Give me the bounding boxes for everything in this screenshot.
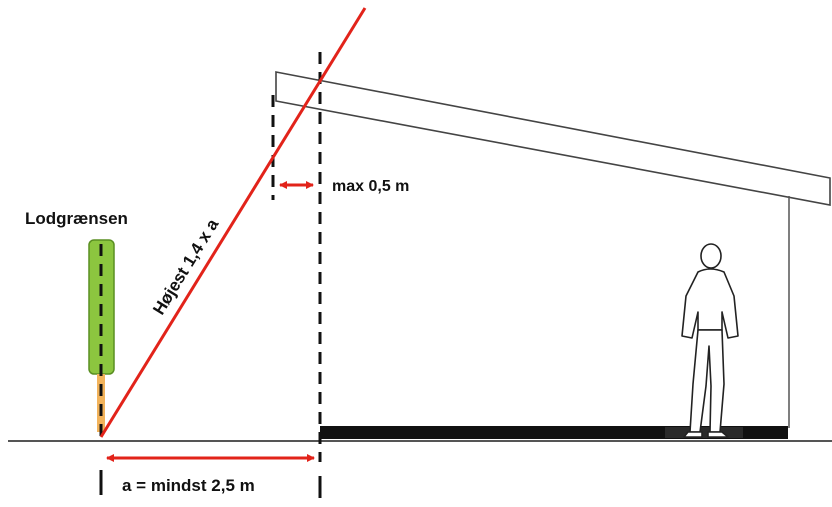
slope-line [99,7,367,438]
overhang-label: max 0,5 m [332,178,409,195]
boundary-label: Lodgrænsen [25,209,128,228]
distance-label: a = mindst 2,5 m [122,476,255,495]
slope-label: Højest 1,4 x a [149,215,222,318]
roof-slab [275,71,831,206]
hedge-stem [97,374,105,432]
person-icon [681,243,739,438]
floor-highlight [665,427,743,438]
